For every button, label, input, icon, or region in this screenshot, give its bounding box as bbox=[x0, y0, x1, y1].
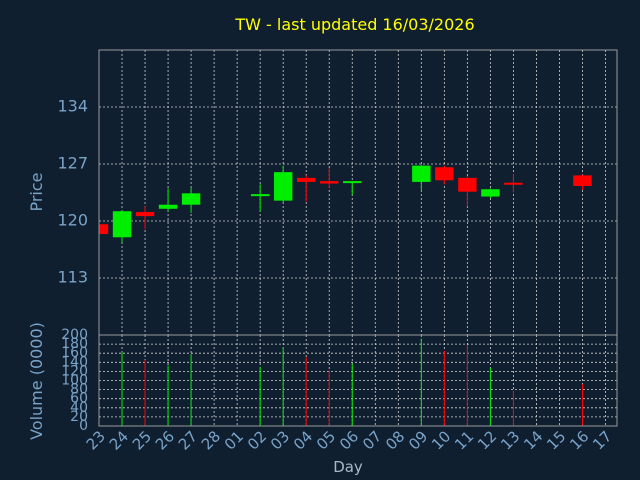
candle-body bbox=[296, 177, 316, 182]
price-tick-label: 134 bbox=[57, 97, 88, 116]
candle-body bbox=[112, 211, 132, 238]
candle-body bbox=[135, 212, 155, 217]
candle-body bbox=[435, 167, 454, 181]
candle-body bbox=[273, 172, 293, 201]
candle-body bbox=[412, 165, 431, 182]
x-tick-label: 17 bbox=[589, 427, 615, 453]
y-axis-label: Price bbox=[27, 172, 46, 211]
volume-tick-label: 120 bbox=[61, 363, 88, 379]
volume-tick-label: 60 bbox=[70, 391, 88, 407]
candle-body bbox=[99, 224, 109, 235]
price-tick-label: 127 bbox=[57, 154, 88, 173]
volume-tick-label: 40 bbox=[70, 400, 88, 416]
volume-tick-label: 140 bbox=[61, 354, 88, 370]
candle-body bbox=[181, 193, 201, 205]
volume-tick-label: 0 bbox=[79, 418, 88, 434]
candle-body bbox=[320, 181, 339, 184]
x-axis-label: Day bbox=[333, 458, 363, 476]
price-tick-label: 113 bbox=[57, 268, 88, 287]
candle-body bbox=[343, 181, 362, 184]
candle-body bbox=[458, 177, 477, 192]
candle-body bbox=[250, 194, 270, 197]
price-tick-label: 120 bbox=[57, 211, 88, 230]
volume-tick-label: 200 bbox=[61, 327, 88, 343]
candle-body bbox=[158, 204, 178, 209]
candle-body bbox=[504, 182, 523, 185]
volume-tick-label: 180 bbox=[61, 336, 88, 352]
price-panel-frame bbox=[98, 49, 618, 336]
candle-body bbox=[573, 175, 592, 186]
chart-title: TW - last updated 16/03/2026 bbox=[234, 15, 474, 34]
volume-tick-label: 100 bbox=[61, 373, 88, 389]
candle-body bbox=[481, 189, 500, 197]
volume-tick-label: 20 bbox=[70, 409, 88, 425]
volume-panel-frame bbox=[98, 334, 618, 427]
volume-tick-label: 160 bbox=[61, 345, 88, 361]
volume-tick-label: 80 bbox=[70, 382, 88, 398]
volume-axis-label: Volume (0000) bbox=[27, 322, 46, 440]
